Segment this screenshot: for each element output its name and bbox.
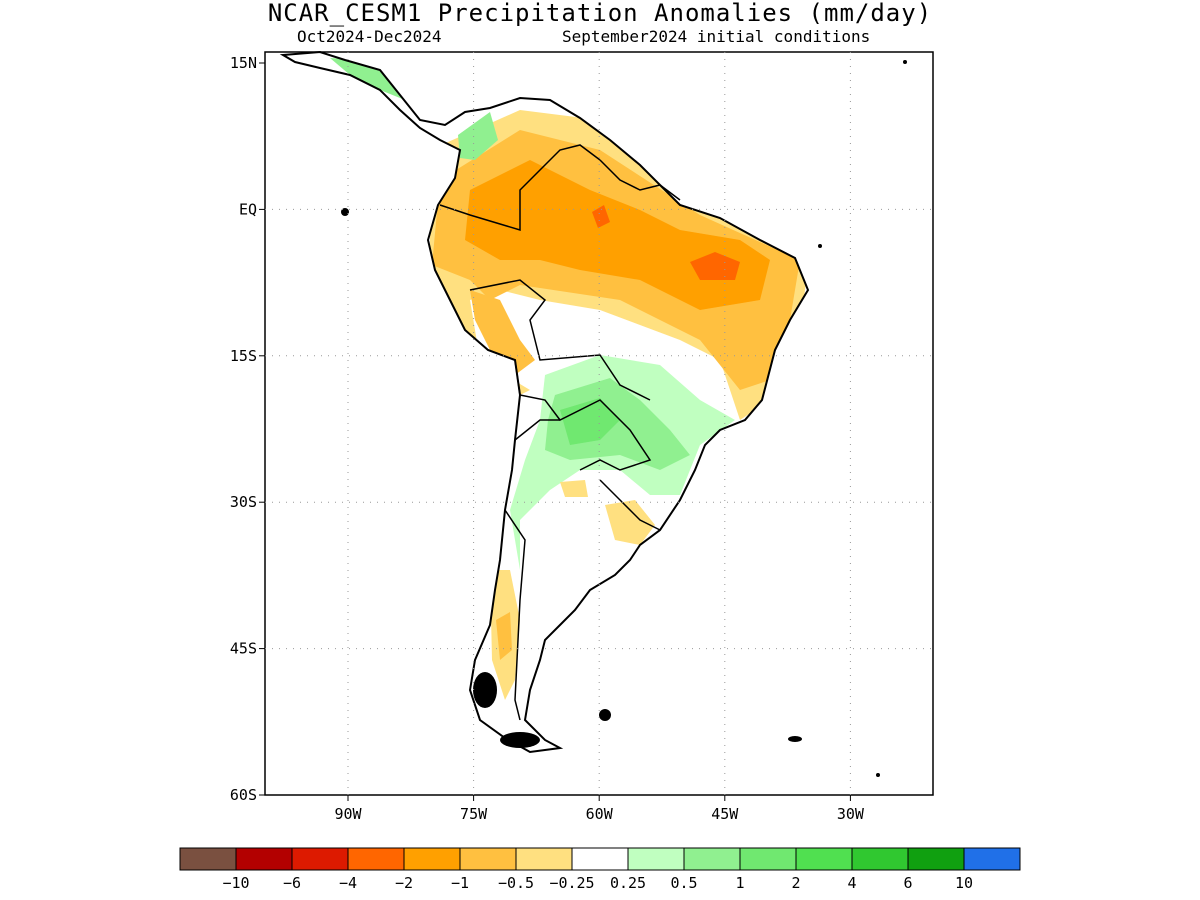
- colorbar-label: −0.5: [498, 874, 534, 892]
- lat-tick-label: 15N: [230, 54, 257, 72]
- lon-tick-label: 75W: [460, 805, 488, 823]
- anomaly-dry-minus-1: [465, 160, 770, 310]
- colorbar-swatch: [795, 847, 853, 871]
- country-borders: [439, 144, 681, 721]
- anomaly-wet-0.5: [545, 378, 690, 470]
- colorbar-swatch: [627, 847, 685, 871]
- colorbar-legend: −10 −6 −4 −2 −1 −0.5 −0.25 0.25 0.5 1 2 4 6 10: [179, 847, 1021, 892]
- anomaly-dry-south-core: [496, 612, 512, 660]
- colorbar-label: 0.5: [670, 874, 697, 892]
- colorbar-swatch: [179, 847, 237, 871]
- colorbar-label: 1: [735, 874, 744, 892]
- anomaly-dry-pampas: [560, 480, 588, 497]
- colorbar-swatch: [235, 847, 293, 871]
- colorbar-label: −1: [451, 874, 469, 892]
- lon-tick-label: 90W: [334, 805, 362, 823]
- colorbar-label: −10: [222, 874, 249, 892]
- lon-tick-label: 45W: [711, 805, 739, 823]
- lat-tick-label: EQ: [239, 200, 257, 218]
- colorbar-swatch: [571, 847, 629, 871]
- lon-tick-label: 60W: [586, 805, 614, 823]
- colorbar-swatch: [291, 847, 349, 871]
- colorbar-label: 6: [903, 874, 912, 892]
- colorbar-swatch: [963, 847, 1021, 871]
- map-title: NCAR_CESM1 Precipitation Anomalies (mm/d…: [267, 0, 933, 27]
- colorbar-label: −0.25: [549, 874, 594, 892]
- forecast-period: Oct2024-Dec2024: [297, 27, 442, 46]
- gridlines: [265, 52, 933, 795]
- colorbar-label: 4: [847, 874, 856, 892]
- colorbar-label: −2: [395, 874, 413, 892]
- lat-tick-label: 45S: [230, 640, 257, 658]
- colorbar-swatch: [347, 847, 405, 871]
- anomaly-wet-1: [560, 398, 620, 445]
- colorbar-label: 0.25: [610, 874, 646, 892]
- colorbar-label: −6: [283, 874, 301, 892]
- anomaly-dry-minus-2: [690, 252, 740, 280]
- colorbar-swatch: [851, 847, 909, 871]
- colorbar-swatch: [683, 847, 741, 871]
- colorbar-swatch: [515, 847, 573, 871]
- colorbar-label: 10: [955, 874, 973, 892]
- initial-conditions: September2024 initial conditions: [562, 27, 871, 46]
- longitude-axis: 90W 75W 60W 45W 30W: [334, 795, 865, 823]
- anomaly-fields: [330, 58, 808, 700]
- lat-tick-label: 30S: [230, 493, 257, 511]
- anomaly-dry-uruguay: [605, 500, 655, 545]
- anomaly-dry-andes: [470, 290, 535, 375]
- colorbar-swatch: [907, 847, 965, 871]
- lat-tick-label: 15S: [230, 347, 257, 365]
- lat-tick-label: 60S: [230, 786, 257, 804]
- anomaly-dry-minus-2b: [592, 205, 610, 228]
- colorbar-swatch: [403, 847, 461, 871]
- latitude-axis: 15N EQ 15S 30S 45S 60S: [230, 54, 265, 804]
- islands: [341, 60, 907, 777]
- colorbar-swatch: [739, 847, 797, 871]
- colorbar-label: −4: [339, 874, 357, 892]
- colorbar-label: 2: [791, 874, 800, 892]
- lon-tick-label: 30W: [837, 805, 865, 823]
- anomaly-wet-north: [458, 112, 498, 160]
- colorbar-swatch: [459, 847, 517, 871]
